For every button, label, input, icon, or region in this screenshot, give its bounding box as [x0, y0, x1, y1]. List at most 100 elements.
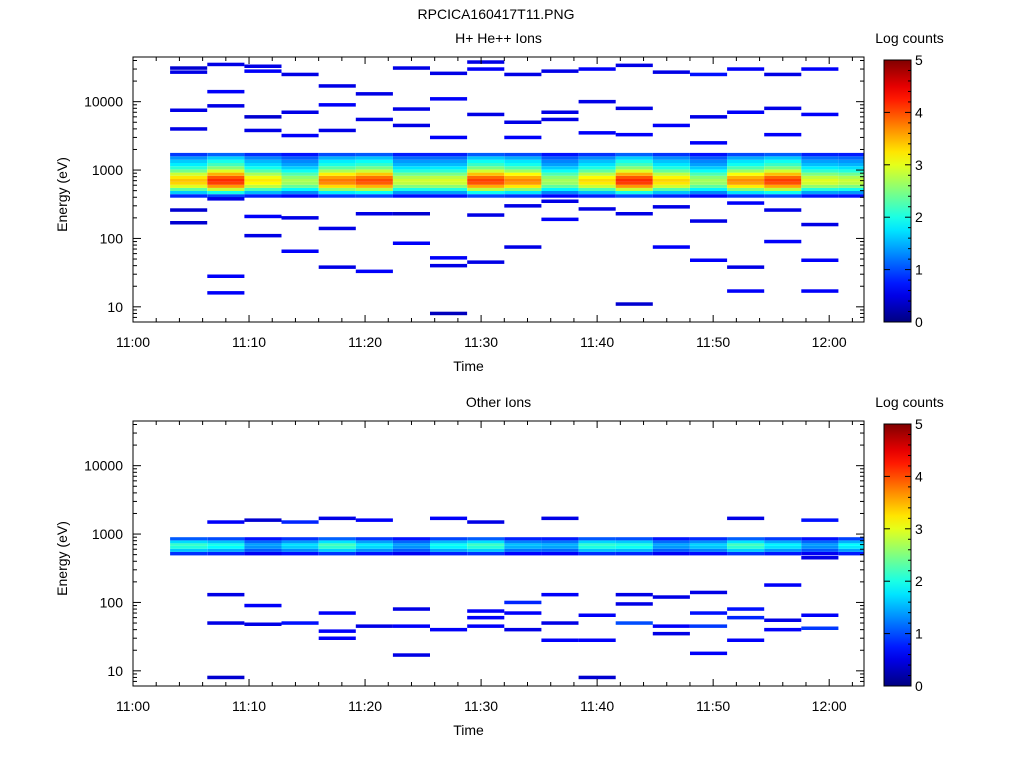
data-cell	[355, 518, 393, 522]
band-cell	[801, 172, 839, 176]
band-cell	[764, 546, 802, 549]
band-cell	[392, 179, 430, 182]
band-cell	[318, 194, 356, 198]
band-cell	[801, 169, 839, 173]
data-cell	[541, 621, 579, 625]
band-cell	[764, 163, 802, 167]
band-cell	[392, 551, 430, 556]
band-cell	[170, 156, 208, 160]
band-cell	[690, 159, 728, 163]
band-cell	[207, 548, 245, 552]
data-cell	[355, 624, 393, 628]
band-cell	[355, 156, 393, 160]
band-cell	[652, 194, 690, 198]
band-cell	[541, 169, 579, 173]
band-cell	[355, 187, 393, 191]
band-cell	[727, 179, 765, 182]
band-cell	[430, 172, 468, 176]
band-cell	[392, 182, 430, 185]
colorbar-tick-label: 2	[915, 573, 923, 589]
band-cell	[244, 194, 282, 198]
band-cell	[467, 179, 505, 182]
band-cell	[281, 194, 319, 198]
y-tick-label: 1000	[92, 162, 123, 178]
band-cell	[207, 537, 245, 541]
data-cell	[170, 66, 208, 70]
colorbar-label: Log counts	[875, 394, 944, 410]
band-cell	[318, 184, 356, 188]
band-cell	[838, 546, 864, 549]
colorbar	[883, 423, 912, 687]
band-cell	[355, 152, 393, 157]
band-cell	[615, 537, 653, 541]
band-cell	[504, 152, 542, 157]
data-cell	[727, 67, 765, 71]
band-cell	[467, 537, 505, 541]
band-cell	[652, 543, 690, 546]
data-cell	[541, 199, 579, 203]
band-cell	[578, 156, 616, 160]
band-cell	[838, 194, 864, 198]
band-cell	[801, 163, 839, 167]
band-cell	[764, 184, 802, 188]
data-cell	[727, 516, 765, 521]
band-cell	[318, 169, 356, 173]
band-cell	[430, 194, 468, 198]
y-axis-label: Energy (eV)	[54, 521, 70, 596]
band-cell	[801, 194, 839, 198]
data-cell	[170, 127, 208, 131]
band-cell	[355, 159, 393, 163]
band-cell	[801, 159, 839, 163]
data-cell	[652, 123, 690, 128]
data-cell	[467, 520, 505, 524]
x-tick-label: 11:20	[348, 334, 382, 350]
band-cell	[838, 540, 864, 544]
band-cell	[207, 163, 245, 167]
data-cell	[504, 600, 542, 605]
band-cell	[764, 166, 802, 170]
band-cell	[764, 548, 802, 552]
band-cell	[504, 543, 542, 546]
band-cell	[838, 175, 864, 179]
band-cell	[430, 179, 468, 182]
data-cell	[690, 611, 728, 615]
band-cell	[467, 166, 505, 170]
data-cell	[578, 638, 616, 642]
band-cell	[652, 179, 690, 182]
band-cell	[207, 169, 245, 173]
band-cell	[281, 169, 319, 173]
band-cell	[727, 548, 765, 552]
band-cell	[690, 184, 728, 188]
band-cell	[244, 172, 282, 176]
y-tick-label: 100	[100, 230, 124, 246]
band-cell	[281, 182, 319, 185]
x-tick-label: 11:30	[464, 698, 498, 714]
band-cell	[690, 156, 728, 160]
band-cell	[727, 537, 765, 541]
band-cell	[392, 172, 430, 176]
band-cell	[578, 191, 616, 195]
data-cell	[801, 556, 839, 560]
data-cell	[430, 311, 468, 316]
band-cell	[615, 551, 653, 556]
data-cell	[652, 70, 690, 74]
band-cell	[690, 179, 728, 182]
data-cell	[207, 592, 245, 597]
data-cell	[504, 245, 542, 249]
band-cell	[392, 537, 430, 541]
band-cell	[430, 182, 468, 185]
data-cell	[207, 291, 245, 295]
data-cell	[578, 131, 616, 135]
data-cell	[244, 233, 282, 238]
data-cell	[615, 602, 653, 606]
band-cell	[578, 548, 616, 552]
data-cell	[207, 197, 245, 201]
band-cell	[318, 152, 356, 157]
data-cell	[578, 613, 616, 617]
band-cell	[541, 166, 579, 170]
data-cell	[430, 71, 468, 76]
band-cell	[801, 166, 839, 170]
data-cell	[690, 258, 728, 262]
data-cell	[318, 128, 356, 133]
data-cell	[392, 241, 430, 245]
